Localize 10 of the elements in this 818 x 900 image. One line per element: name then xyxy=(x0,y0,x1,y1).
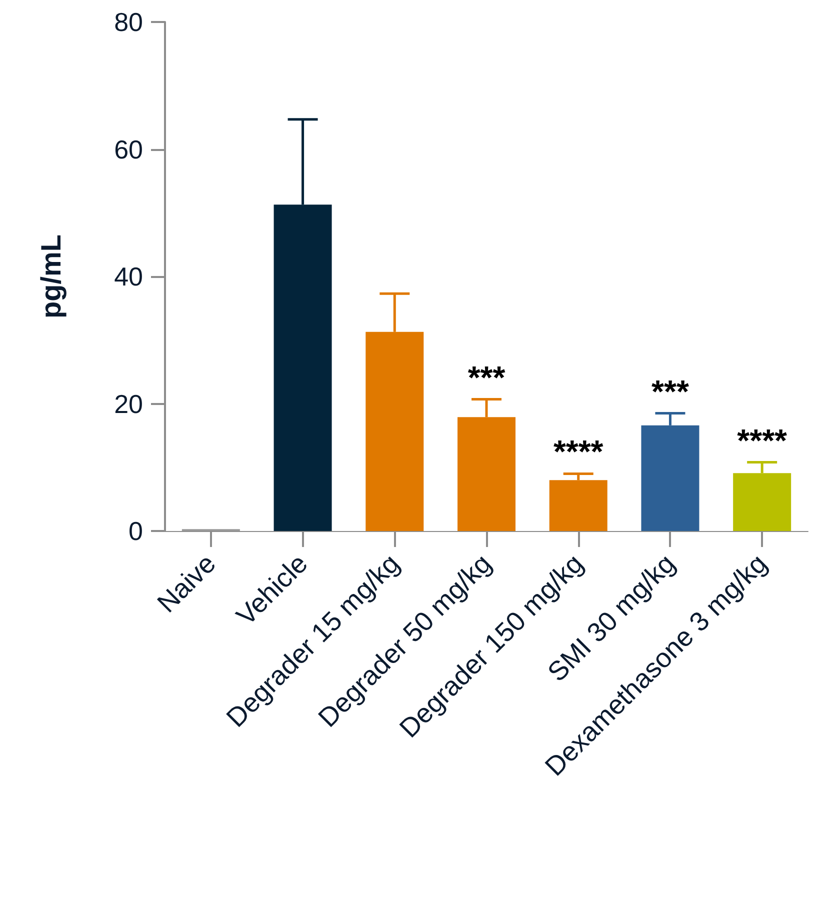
y-tick-label: 20 xyxy=(114,388,143,419)
y-tick-label: 40 xyxy=(114,262,143,292)
annotation: **** xyxy=(737,422,788,458)
annotation: *** xyxy=(652,373,690,410)
annotation: **** xyxy=(553,434,604,470)
y-tick-label: 80 xyxy=(114,7,143,37)
y-tick-label: 60 xyxy=(114,134,143,164)
annotation: *** xyxy=(468,359,506,396)
y-tick-label: 0 xyxy=(128,516,143,546)
y-axis-title: pg/mL xyxy=(36,234,66,318)
